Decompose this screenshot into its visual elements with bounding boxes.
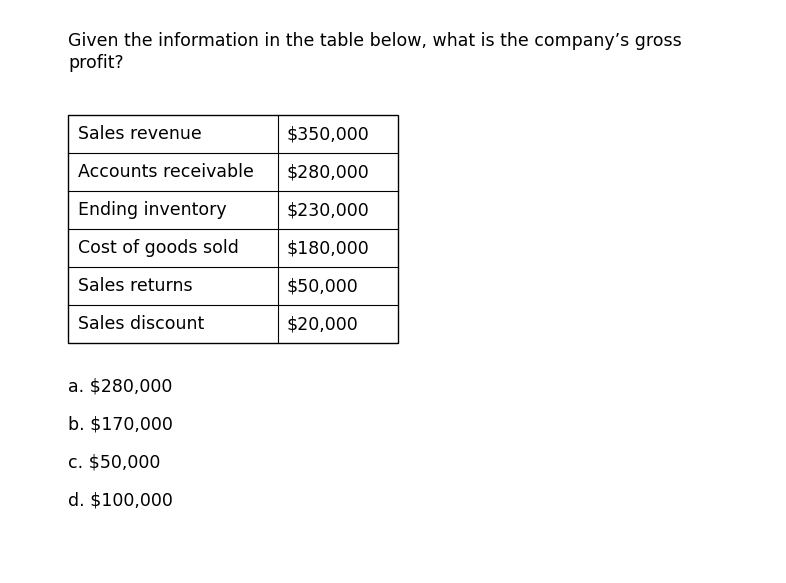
- Text: Sales discount: Sales discount: [78, 315, 204, 333]
- Text: Accounts receivable: Accounts receivable: [78, 163, 254, 181]
- Text: $50,000: $50,000: [286, 277, 358, 295]
- Text: Sales returns: Sales returns: [78, 277, 193, 295]
- Text: b. $170,000: b. $170,000: [68, 415, 173, 433]
- Text: Ending inventory: Ending inventory: [78, 201, 226, 219]
- Text: c. $50,000: c. $50,000: [68, 453, 160, 471]
- Text: Given the information in the table below, what is the company’s gross: Given the information in the table below…: [68, 32, 681, 50]
- Text: Sales revenue: Sales revenue: [78, 125, 202, 143]
- Text: $280,000: $280,000: [286, 163, 369, 181]
- Text: a. $280,000: a. $280,000: [68, 377, 172, 395]
- Text: $20,000: $20,000: [286, 315, 358, 333]
- Text: $180,000: $180,000: [286, 239, 369, 257]
- Text: $350,000: $350,000: [286, 125, 369, 143]
- Bar: [68, 115, 398, 343]
- Text: d. $100,000: d. $100,000: [68, 491, 173, 509]
- Text: profit?: profit?: [68, 54, 123, 72]
- Text: Cost of goods sold: Cost of goods sold: [78, 239, 239, 257]
- Text: $230,000: $230,000: [286, 201, 369, 219]
